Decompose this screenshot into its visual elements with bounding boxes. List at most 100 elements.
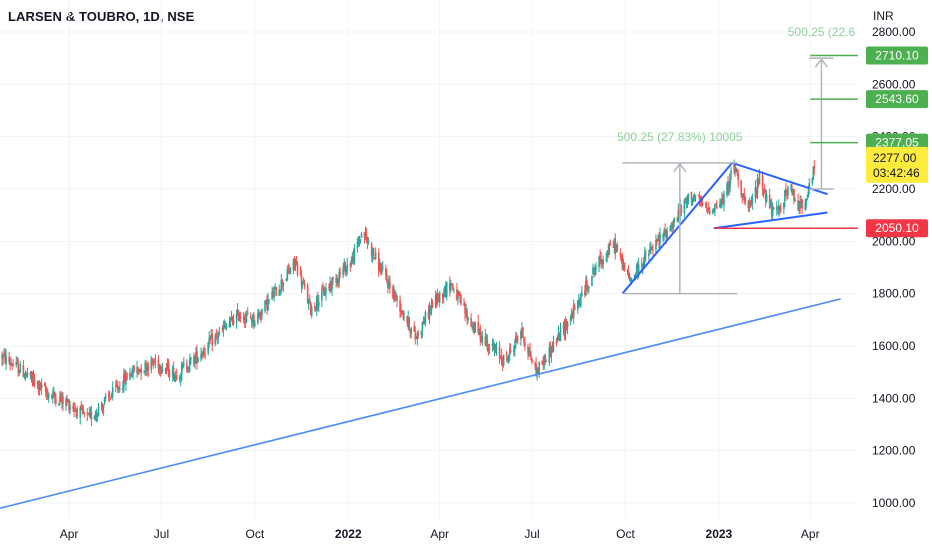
candle-body [385,268,387,276]
candle-body [481,335,484,344]
level-tag-label: 2543.60 [875,92,919,106]
candle-body [289,270,292,274]
candle-body [40,384,43,388]
candle-body [46,392,49,399]
candle-body [663,230,665,238]
candle-body [196,351,198,363]
candle-body [293,258,296,266]
candle-body [570,312,573,316]
candle-body [114,385,117,387]
candle-body [237,310,240,321]
candle-body [552,342,555,353]
candle-body [623,262,626,271]
trendline-long-term-support[interactable] [0,298,841,510]
candle-body [22,365,25,377]
candle-body [139,369,141,372]
candle-body [202,351,204,355]
candle-body [551,347,554,351]
candle-body [1,355,3,360]
candle-body [409,332,412,334]
candle-body [531,359,533,363]
candle-body [523,339,525,342]
candle-body [174,375,177,377]
candle-body [716,206,718,209]
candle-body [217,335,220,338]
trendline-triangle-lower[interactable] [713,211,828,230]
candle-body [790,187,792,189]
candle-body [586,280,588,286]
candle-body [536,368,538,375]
candle-body [197,358,199,362]
x-tick-label: Jul [524,527,539,541]
candle-body [701,204,704,206]
candle-body [239,317,242,319]
candle-body [267,299,269,311]
candle-body [166,363,169,369]
candle-body [436,294,439,303]
candle-body [742,193,745,197]
candle-body [676,218,679,220]
candle-body [102,404,105,409]
candle-body [572,305,575,317]
candle-body [261,309,263,316]
candle-body [658,238,660,242]
candle-body [133,365,135,373]
candle-body [557,332,560,340]
candle-body [173,375,176,382]
candle-body [360,233,363,238]
candle-body [395,294,397,298]
candle-body [621,255,624,270]
candle-body [254,323,256,326]
price-axis[interactable]: INR 1000.00 1200.00 1400.00 1600.00 1800.00 2… [872,9,916,510]
candle-body [279,290,282,292]
candle-body [151,359,154,363]
price-levels[interactable] [713,54,858,229]
candle-body [429,309,432,311]
candle-body [657,237,659,241]
candle-body [672,223,674,229]
candle-body [137,368,139,370]
candle-body [628,274,631,280]
x-tick-label: Apr [801,527,820,541]
candle-body [669,228,671,231]
candle-body [296,264,299,275]
candle-body [59,396,61,403]
candle-body [316,296,318,310]
candle-body [90,411,93,421]
candle-body [323,289,325,296]
candle-body [705,203,708,209]
candle-body [246,313,249,315]
candle-body [317,298,319,307]
candle-body [797,199,799,211]
candle-body [750,202,753,205]
candle-body [805,200,808,205]
countdown-label: 03:42:46 [873,166,920,180]
candle-body [595,267,597,269]
candle-body [723,193,725,206]
candle-body [545,361,548,363]
candle-body [434,295,437,307]
drawings[interactable]: 500.25 (27.83%) 10005 500.25 (22.6 [0,25,855,510]
candle-body [138,371,140,373]
candle-body [328,286,330,289]
candle-body [543,355,546,365]
candle-body [521,327,523,332]
candle-body [382,267,384,269]
trendline-pole[interactable] [621,162,733,295]
candle-body [10,364,12,366]
candle-body [577,300,580,302]
candle-body [562,326,565,329]
candle-body [89,412,92,414]
candle-body [649,248,651,254]
candle-body [389,281,391,288]
candle-body [662,235,664,237]
candle-body [344,262,347,274]
candle-body [406,315,408,324]
time-axis[interactable]: Apr Jul Oct 2022 Apr Jul Oct 2023 Apr [60,527,820,541]
candle-body [373,257,376,259]
candle-body [524,342,526,347]
candle-body [36,381,39,383]
y-tick-label: 1600.00 [872,339,916,353]
candle-body [743,193,746,198]
